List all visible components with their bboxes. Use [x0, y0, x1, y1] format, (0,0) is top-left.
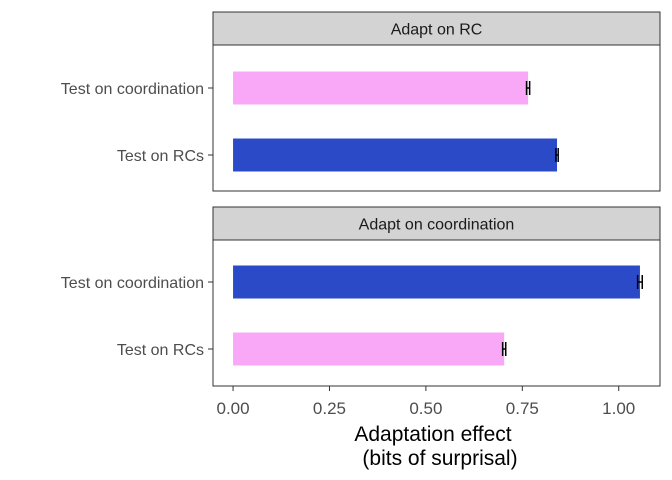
facet-panel: Adapt on coordination Test on coordinatio… — [61, 206, 661, 387]
bar — [233, 332, 505, 366]
y-tick-label: Test on coordination — [61, 275, 204, 292]
bar — [233, 138, 558, 172]
facet-strip-label: Adapt on coordination — [359, 217, 515, 234]
x-tick-label: 0.75 — [506, 399, 539, 418]
x-tick-label: 0.25 — [313, 399, 346, 418]
bar — [233, 71, 529, 105]
x-tick-label: 1.00 — [602, 399, 635, 418]
facet-strip-label: Adapt on RC — [391, 22, 483, 39]
x-axis: 0.00 0.25 0.50 0.75 1.00 — [217, 386, 635, 418]
facets: Adapt on RC Test on coordination Test on R… — [61, 11, 661, 387]
error-bar — [501, 342, 507, 356]
facet-strip — [212, 11, 661, 46]
y-tick-label: Test on coordination — [61, 81, 204, 98]
facet-strip — [212, 206, 661, 241]
error-bar — [525, 81, 531, 95]
x-tick-label: 0.00 — [217, 399, 250, 418]
error-bar — [555, 148, 559, 162]
error-bar — [636, 275, 644, 289]
y-tick-label: Test on RCs — [117, 342, 204, 359]
x-tick-label: 0.50 — [409, 399, 442, 418]
bar — [233, 265, 640, 299]
y-tick-label: Test on RCs — [117, 148, 204, 165]
x-axis-label-line1: Adaptation effect — [354, 423, 511, 446]
x-axis-label-line2: (bits of surprisal) — [362, 447, 517, 470]
facet-panel: Adapt on RC Test on coordination Test on R… — [61, 11, 661, 192]
